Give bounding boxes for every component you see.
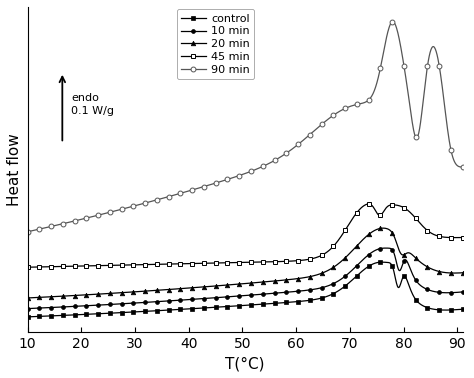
90 min [201, 184, 206, 189]
10 min [460, 290, 465, 294]
10 min [201, 296, 206, 301]
20 min [216, 284, 222, 288]
control [372, 261, 378, 265]
Line: 45 min: 45 min [25, 201, 465, 270]
90 min [372, 87, 378, 92]
10 min [383, 246, 389, 250]
45 min [366, 202, 372, 206]
10 min [364, 254, 370, 259]
Line: 20 min: 20 min [25, 226, 465, 300]
Line: 10 min: 10 min [26, 246, 465, 311]
20 min [460, 271, 465, 275]
45 min [25, 265, 30, 270]
10 min [216, 295, 222, 300]
45 min [373, 208, 378, 212]
Line: control: control [26, 260, 465, 319]
control [216, 305, 222, 309]
90 min [216, 180, 222, 184]
control [460, 307, 465, 311]
20 min [25, 296, 30, 300]
control [25, 314, 30, 319]
45 min [364, 202, 370, 206]
45 min [216, 261, 222, 265]
control [379, 260, 384, 264]
90 min [390, 19, 395, 24]
45 min [69, 264, 75, 268]
10 min [324, 284, 329, 289]
45 min [460, 235, 465, 240]
control [201, 306, 206, 310]
45 min [201, 261, 206, 266]
Text: endo
0.1 W/g: endo 0.1 W/g [71, 93, 114, 116]
20 min [201, 285, 206, 289]
20 min [372, 228, 378, 232]
90 min [25, 229, 30, 234]
20 min [69, 293, 75, 298]
control [69, 313, 75, 317]
Legend: control, 10 min, 20 min, 45 min, 90 min: control, 10 min, 20 min, 45 min, 90 min [177, 9, 255, 79]
90 min [324, 118, 329, 123]
control [364, 265, 370, 270]
Line: 90 min: 90 min [25, 19, 465, 234]
X-axis label: T(°C): T(°C) [226, 356, 265, 371]
Y-axis label: Heat flow: Heat flow [7, 133, 22, 206]
10 min [25, 306, 30, 311]
90 min [69, 219, 75, 224]
10 min [372, 248, 378, 253]
20 min [324, 269, 329, 274]
90 min [364, 99, 370, 104]
20 min [364, 234, 370, 238]
45 min [324, 250, 329, 255]
20 min [380, 226, 386, 231]
90 min [460, 165, 465, 169]
control [324, 294, 329, 299]
10 min [69, 304, 75, 309]
